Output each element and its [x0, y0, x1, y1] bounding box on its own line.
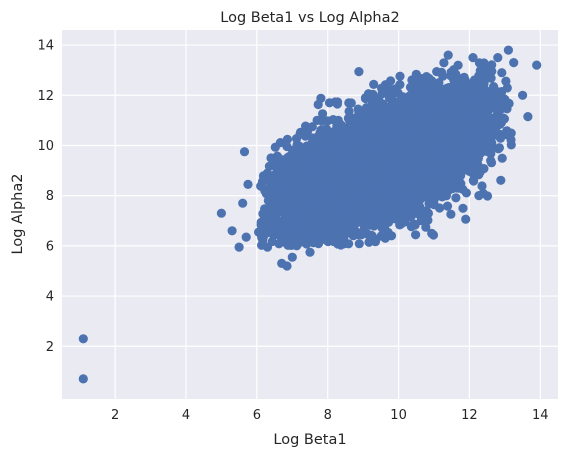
scatter-point — [496, 175, 506, 185]
scatter-point — [265, 219, 275, 229]
scatter-point — [427, 76, 437, 86]
scatter-point — [395, 71, 405, 81]
scatter-point — [306, 232, 316, 242]
scatter-point — [388, 96, 398, 106]
scatter-point — [321, 235, 331, 245]
scatter-point — [461, 214, 471, 224]
scatter-point — [369, 79, 379, 89]
scatter-point — [395, 80, 405, 90]
scatter-point — [302, 141, 312, 151]
scatter-point — [387, 85, 397, 95]
scatter-point — [346, 98, 356, 108]
scatter-point — [411, 230, 421, 240]
scatter-point — [354, 239, 364, 249]
scatter-point — [368, 89, 378, 99]
scatter-point — [451, 193, 461, 203]
scatter-point — [478, 188, 488, 198]
scatter-point — [446, 209, 456, 219]
scatter-point — [344, 106, 354, 116]
scatter-point — [458, 203, 468, 213]
scatter-point — [302, 239, 312, 249]
scatter-point — [282, 134, 292, 144]
data-points — [78, 45, 542, 384]
scatter-point — [442, 201, 453, 211]
scatter-point — [421, 222, 431, 232]
scatter-point — [486, 73, 496, 83]
scatter-point — [282, 141, 292, 152]
scatter-point — [318, 109, 328, 119]
